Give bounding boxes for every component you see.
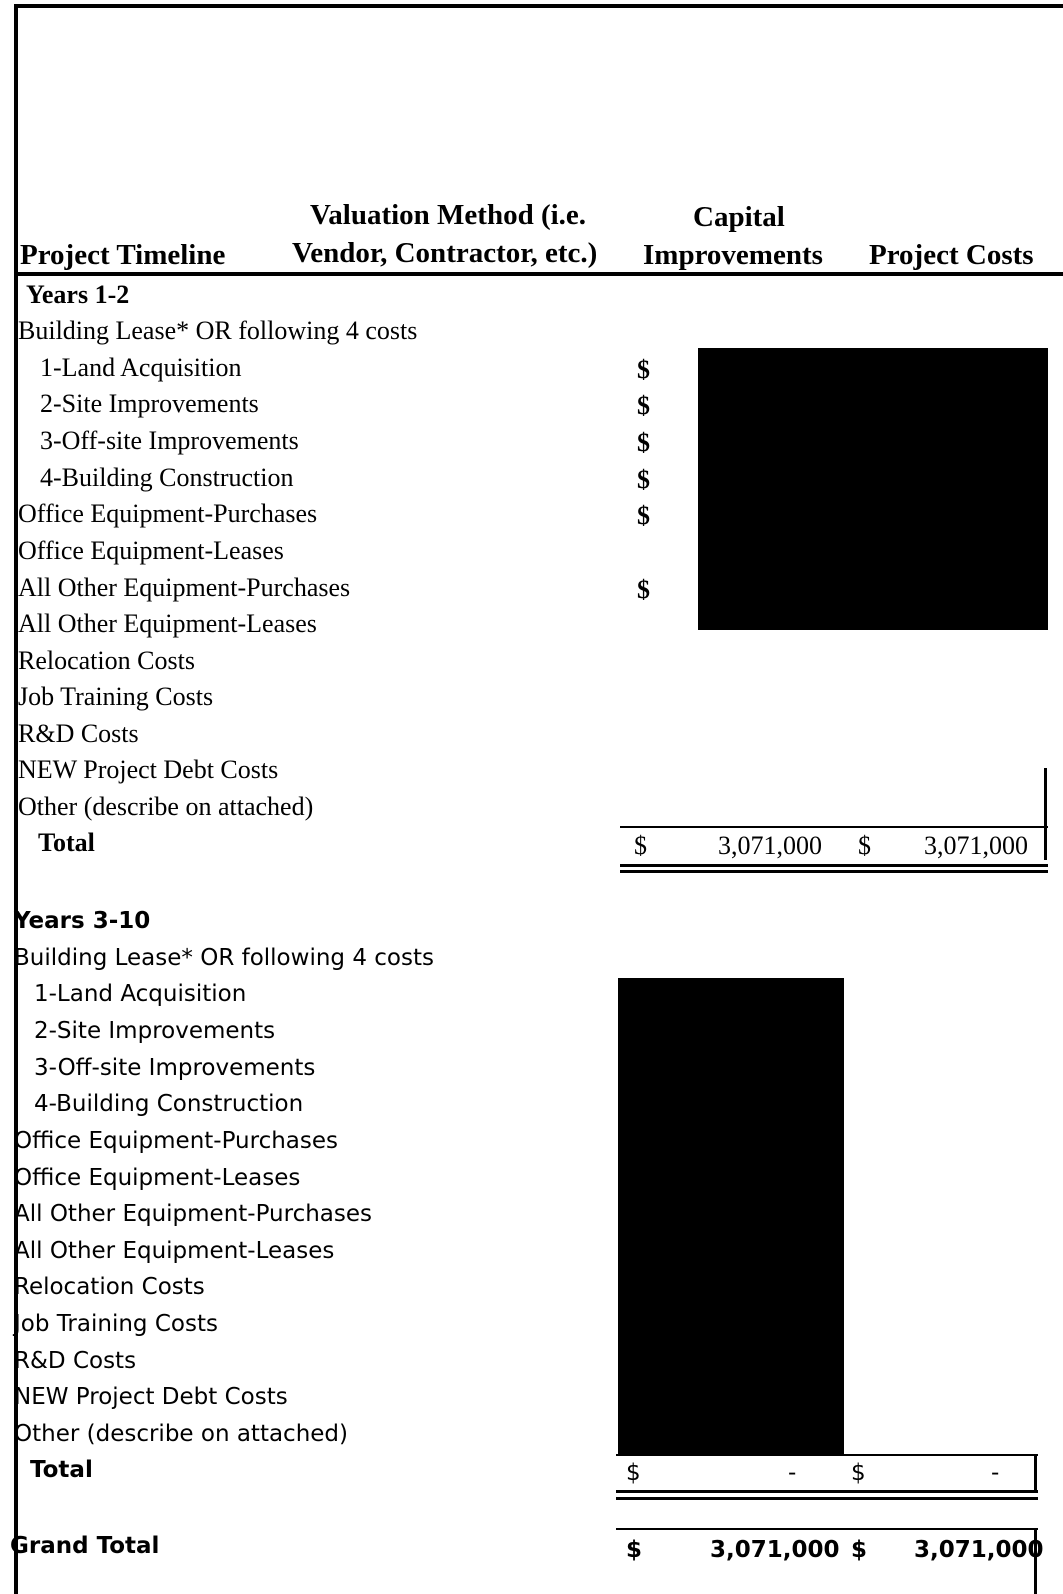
section1-row: 2-Site Improvements [40,389,259,418]
section2-row: Relocation Costs [14,1274,205,1300]
grand-total-project: 3,071,000 [914,1537,1044,1563]
section1-row: NEW Project Debt Costs [18,755,279,784]
header-project-costs: Project Costs [869,239,1034,271]
table-top-border [14,4,1063,8]
dollar-sign: $ [637,465,650,494]
header-capital-line1: Capital [693,201,785,233]
right-cell-border [1044,768,1047,860]
section2-row: 1-Land Acquisition [34,981,247,1007]
section2-row: NEW Project Debt Costs [14,1384,288,1410]
total-dollar-sign: $ [634,831,647,860]
section1-row: 3-Off-site Improvements [40,426,299,455]
redacted-block [618,978,844,1454]
section2-row: Job Training Costs [14,1311,218,1337]
section1-total-project: 3,071,000 [924,831,1028,860]
dollar-sign: $ [637,575,650,604]
header-capital-line2: Improvements [643,239,823,271]
section1-row: All Other Equipment-Purchases [18,573,351,602]
dollar-sign: $ [637,391,650,420]
header-project-timeline: Project Timeline [20,239,226,271]
section2-row: All Other Equipment-Purchases [14,1201,373,1227]
section1-row: 1-Land Acquisition [40,353,242,382]
section2-row: Other (describe on attached) [14,1421,349,1447]
grand-total-dollar-sign: $ [626,1537,643,1563]
section2-row: Building Lease* OR following 4 costs [14,945,434,971]
dollar-sign: $ [637,428,650,457]
section1-row: Job Training Costs [18,682,214,711]
section2-title: Years 3-10 [14,908,151,934]
grand-total-dollar-sign: $ [851,1537,868,1563]
dollar-sign: $ [637,355,650,384]
redacted-block [698,348,1048,630]
total-dollar-sign: $ [626,1460,641,1486]
header-valuation-method-line2: Vendor, Contractor, etc.) [292,237,598,269]
section1-row: Other (describe on attached) [18,792,314,821]
section1-row: Office Equipment-Leases [18,536,284,565]
section1-row: Building Lease* OR following 4 costs [18,316,418,345]
section2-row: R&D Costs [14,1348,137,1374]
grand-total-label: Grand Total [10,1533,160,1559]
section2-total-capital: - [788,1460,797,1486]
table-left-border [14,4,18,1594]
section1-row: Relocation Costs [18,646,195,675]
section2-row: 2-Site Improvements [34,1018,276,1044]
section2-total-label: Total [30,1457,93,1483]
total-dollar-sign: $ [858,831,871,860]
section2-total-project: - [991,1460,1000,1486]
total-double-rule-2 [620,870,1048,873]
section1-title: Years 1-2 [26,280,130,309]
section1-row: Office Equipment-Purchases [18,499,318,528]
total-double-rule-1 [616,1490,1038,1493]
section1-row: All Other Equipment-Leases [18,609,317,638]
grand-total-capital: 3,071,000 [710,1537,840,1563]
right-cell-border [1034,1454,1037,1490]
section2-row: All Other Equipment-Leases [14,1238,335,1264]
total-double-rule-1 [620,864,1048,867]
header-valuation-method-line1: Valuation Method (i.e. [310,199,587,231]
section1-total-label: Total [38,828,95,857]
section2-row: 4-Building Construction [34,1091,304,1117]
total-top-rule [620,826,1048,828]
grand-total-top-rule [616,1528,1038,1530]
section1-row: 4-Building Construction [40,463,294,492]
section1-total-capital: 3,071,000 [718,831,822,860]
section2-row: Office Equipment-Leases [14,1165,301,1191]
right-cell-border [1034,1528,1037,1594]
section2-row: 3-Off-site Improvements [34,1055,316,1081]
header-underline [14,272,1063,276]
total-top-rule [616,1454,1038,1456]
section2-row: Office Equipment-Purchases [14,1128,339,1154]
section1-row: R&D Costs [18,719,139,748]
dollar-sign: $ [637,501,650,530]
total-dollar-sign: $ [851,1460,866,1486]
total-double-rule-2 [616,1497,1038,1500]
